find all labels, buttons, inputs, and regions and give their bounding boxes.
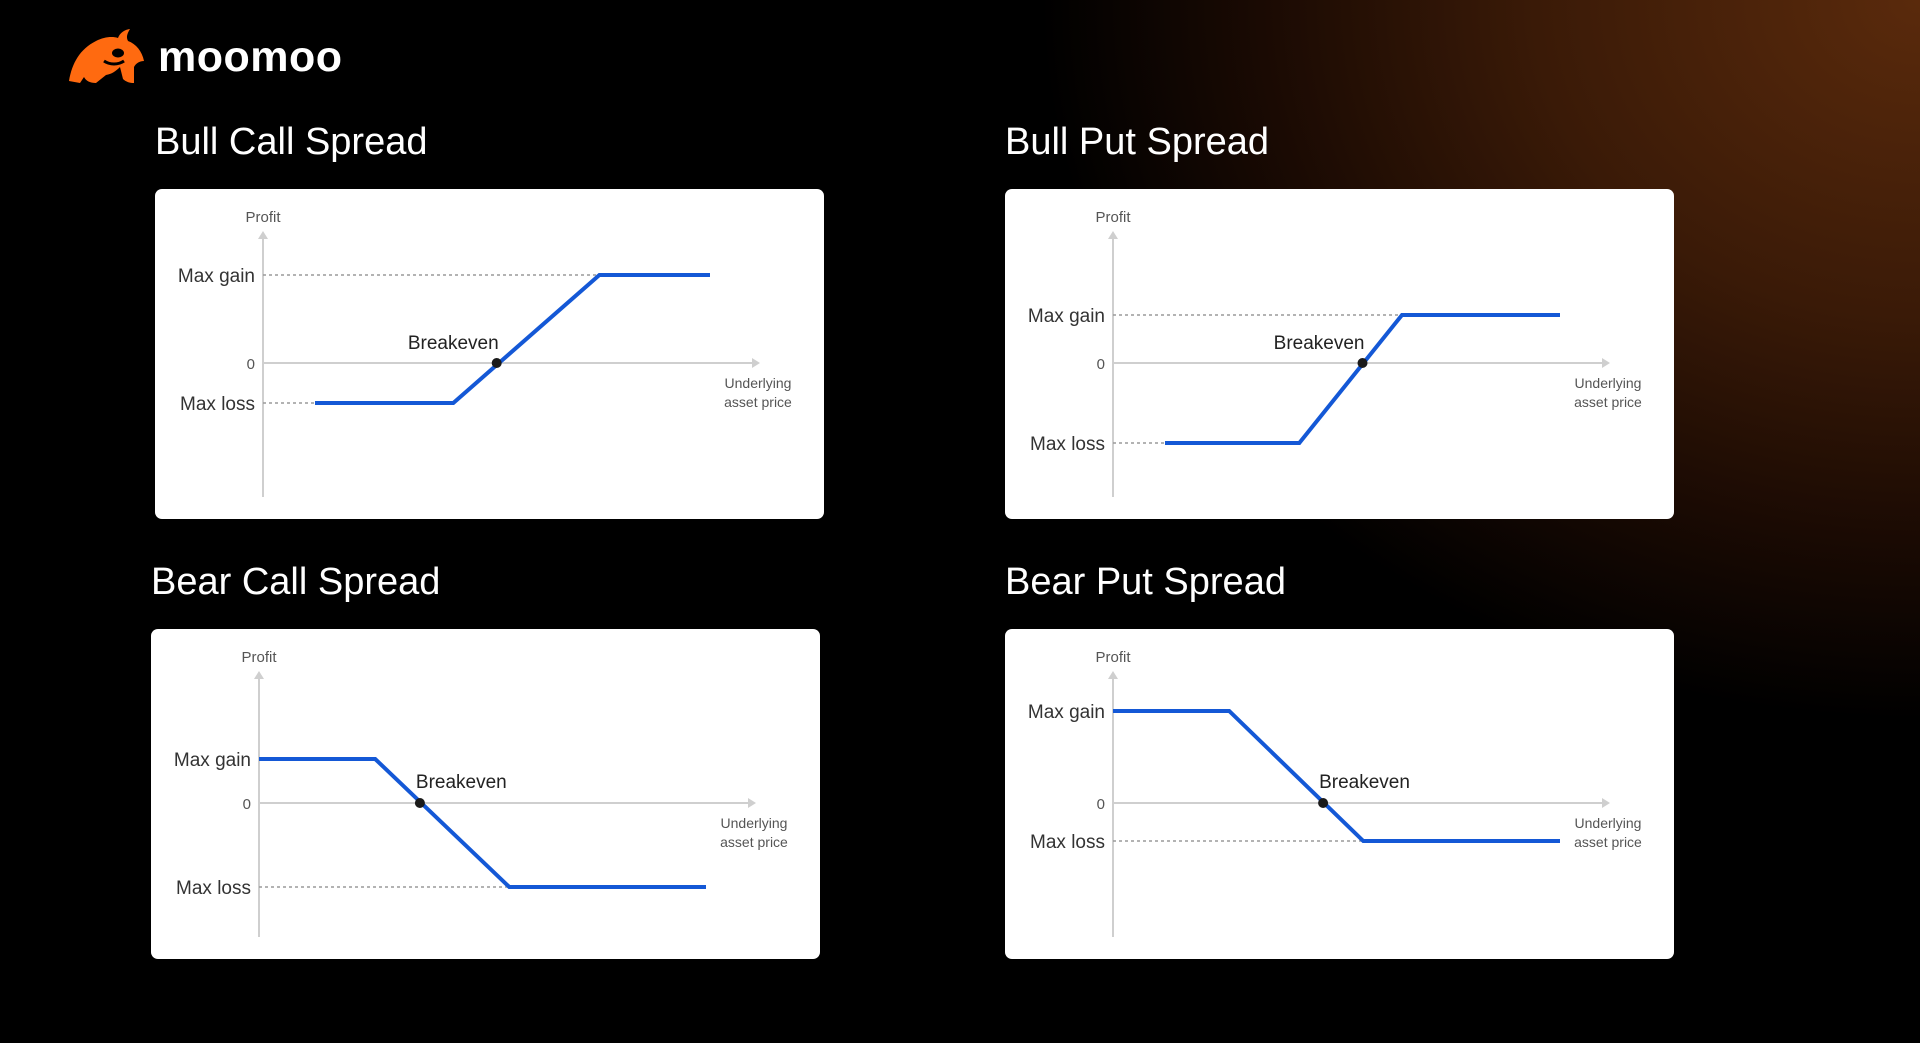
payoff-chart: Profit Underlying asset price Max gain 0 Max … (1028, 649, 1642, 937)
brand-name: moomoo (158, 32, 343, 81)
chart-panel-bull-put: Bull Put Spread Profit Underlying asset pr… (1005, 119, 1674, 519)
breakeven-label: Breakeven (1274, 333, 1365, 354)
max-loss-label: Max loss (1030, 434, 1105, 455)
chart-title: Bear Put Spread (1005, 561, 1286, 603)
zero-label: 0 (1097, 796, 1105, 813)
chart-title: Bull Put Spread (1005, 121, 1270, 163)
breakeven-marker (491, 358, 502, 368)
x-axis-label-line1: Underlying (721, 815, 788, 831)
payoff-line (259, 757, 706, 889)
y-axis-label: Profit (241, 649, 277, 666)
x-axis-label-line1: Underlying (1575, 815, 1642, 831)
breakeven-marker (1357, 358, 1368, 368)
zero-label: 0 (1097, 356, 1105, 373)
y-axis-label: Profit (1095, 209, 1131, 226)
chart-panel-bear-put: Bear Put Spread Profit Underlying asset pr… (1005, 559, 1674, 959)
payoff-line (1113, 709, 1560, 843)
max-gain-label: Max gain (1028, 702, 1105, 723)
breakeven-marker (1318, 798, 1329, 808)
breakeven-label: Breakeven (408, 333, 499, 354)
chart-title: Bear Call Spread (151, 561, 441, 603)
max-loss-label: Max loss (176, 878, 251, 899)
max-gain-label: Max gain (1028, 306, 1105, 327)
chart-card: Profit Underlying asset price Max gain 0 Max … (155, 189, 824, 519)
y-axis-label: Profit (1095, 649, 1131, 666)
x-axis-label-line2: asset price (724, 394, 792, 410)
payoff-line (315, 273, 710, 405)
breakeven-label: Breakeven (416, 772, 507, 793)
y-axis-arrow (1108, 671, 1118, 679)
y-axis-arrow (258, 231, 268, 239)
y-axis-label: Profit (245, 209, 281, 226)
brand: moomoo (66, 27, 343, 87)
x-axis-arrow (1602, 358, 1610, 368)
chart-title: Bull Call Spread (155, 121, 428, 163)
x-axis-label-line2: asset price (1574, 834, 1642, 850)
y-axis-arrow (1108, 231, 1118, 239)
payoff-chart: Profit Underlying asset price Max gain 0 Max … (1028, 209, 1642, 497)
chart-panel-bull-call: Bull Call Spread Profit Underlying asset p… (155, 119, 824, 519)
x-axis-arrow (752, 358, 760, 368)
chart-card: Profit Underlying asset price Max gain 0 Max … (151, 629, 820, 959)
chart-card: Profit Underlying asset price Max gain 0 Max … (1005, 189, 1674, 519)
x-axis-arrow (1602, 798, 1610, 808)
max-loss-label: Max loss (180, 394, 255, 415)
x-axis-label-line2: asset price (1574, 394, 1642, 410)
x-axis-label-line2: asset price (720, 834, 788, 850)
y-axis-arrow (254, 671, 264, 679)
bull-head-icon (69, 29, 144, 83)
payoff-chart: Profit Underlying asset price Max gain 0 Max … (174, 649, 788, 937)
chart-panel-bear-call: Bear Call Spread Profit Underlying asset p… (151, 559, 820, 959)
max-gain-label: Max gain (178, 266, 255, 287)
x-axis-label-line1: Underlying (725, 375, 792, 391)
chart-card: Profit Underlying asset price Max gain 0 Max … (1005, 629, 1674, 959)
max-loss-label: Max loss (1030, 832, 1105, 853)
max-gain-label: Max gain (174, 750, 251, 771)
zero-label: 0 (243, 796, 251, 813)
breakeven-label: Breakeven (1319, 772, 1410, 793)
x-axis-label-line1: Underlying (1575, 375, 1642, 391)
breakeven-marker (414, 798, 425, 808)
payoff-chart: Profit Underlying asset price Max gain 0 Max … (178, 209, 792, 497)
payoff-line (1165, 313, 1560, 445)
zero-label: 0 (247, 356, 255, 373)
x-axis-arrow (748, 798, 756, 808)
